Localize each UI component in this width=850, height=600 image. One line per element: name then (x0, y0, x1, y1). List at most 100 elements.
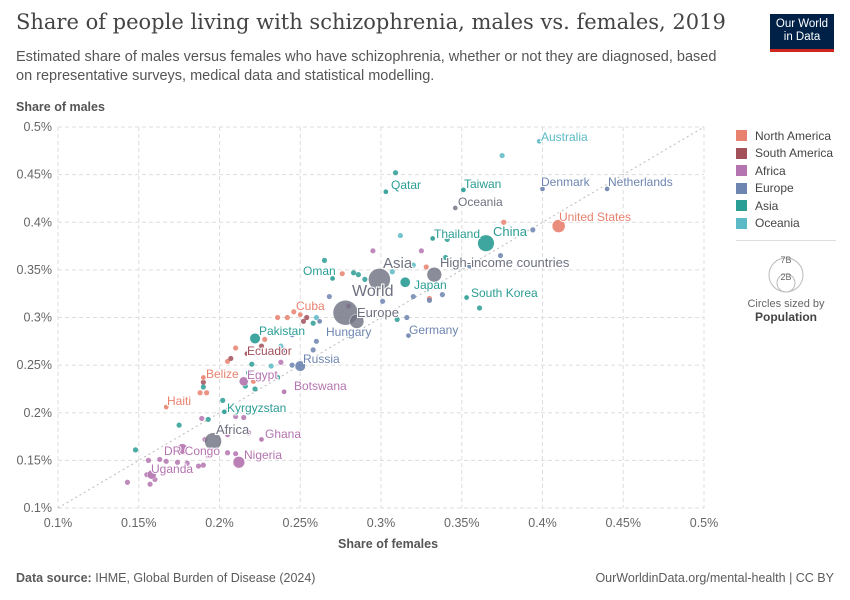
data-point-belize (200, 374, 207, 381)
data-point-hungary (316, 318, 323, 325)
source-text: IHME, Global Burden of Disease (2024) (95, 571, 316, 585)
point-label: Netherlands (608, 175, 673, 189)
data-point (410, 262, 416, 268)
point-label: Taiwan (464, 177, 501, 191)
data-point (289, 332, 295, 338)
point-label: Egypt (247, 368, 278, 382)
data-point (275, 314, 281, 321)
legend-label: North America (755, 128, 832, 143)
x-tick-label: 0.15% (121, 516, 156, 530)
legend-item[interactable]: Europe (736, 180, 833, 198)
point-label: Botswana (294, 379, 347, 393)
legend-swatch (736, 217, 747, 229)
data-point (268, 363, 274, 369)
chart-subtitle: Estimated share of males versus females … (16, 49, 717, 84)
legend-label: Europe (755, 181, 794, 196)
data-point-kyrgyzstan (221, 408, 228, 415)
legend-item[interactable]: North America (736, 127, 833, 145)
data-point-china (477, 234, 495, 252)
owid-logo[interactable]: Our World in Data (770, 14, 834, 52)
data-point (321, 257, 328, 263)
data-point-netherlands (604, 186, 610, 192)
data-point (245, 430, 252, 436)
data-point (233, 451, 239, 457)
legend-item[interactable]: Oceania (736, 215, 833, 233)
data-point (397, 232, 403, 239)
data-point-europe (349, 313, 365, 329)
x-tick-label: 0.1% (44, 516, 73, 530)
point-label: Africa (216, 422, 250, 437)
data-point-oman (329, 275, 336, 282)
color-legend: North America South America Africa Europe As… (736, 127, 833, 232)
y-tick-label: 0.45% (17, 168, 52, 182)
legend-label: Oceania (755, 216, 800, 231)
point-label: Kyrgyzstan (227, 401, 286, 415)
data-point (362, 276, 368, 282)
size-legend: 7B 2B Circles sized by Population (736, 240, 836, 324)
data-point (250, 378, 257, 384)
data-point (163, 466, 169, 472)
legend-item[interactable]: South America (736, 145, 833, 163)
point-label: Pakistan (259, 324, 305, 338)
data-point (205, 453, 211, 459)
x-tick-label: 0.2% (205, 516, 234, 530)
point-label: Hungary (326, 325, 371, 339)
data-point (233, 345, 239, 351)
data-point (467, 263, 473, 269)
data-point-denmark (539, 186, 546, 192)
data-point-qatar (382, 188, 389, 195)
point-label: Belize (206, 367, 239, 381)
data-point-ghana (258, 436, 265, 443)
point-label: Ecuador (247, 344, 292, 358)
data-point (410, 293, 416, 300)
y-tick-label: 0.2% (24, 406, 53, 420)
data-point-germany (405, 332, 412, 339)
x-tick-label: 0.45% (606, 516, 641, 530)
x-tick-label: 0.5% (690, 516, 719, 530)
data-point (300, 318, 307, 324)
x-tick-label: 0.25% (283, 516, 318, 530)
data-point (310, 320, 316, 326)
data-point (224, 432, 231, 438)
data-point (423, 264, 429, 270)
legend-swatch (736, 200, 747, 212)
data-point (184, 460, 190, 466)
source-note: Data source: IHME, Global Burden of Dise… (16, 571, 315, 585)
point-label: High-income countries (440, 255, 570, 270)
data-point (476, 305, 483, 311)
footer-link[interactable]: OurWorldinData.org/mental-health | CC BY (595, 571, 834, 585)
legend-swatch (736, 130, 747, 142)
data-point (233, 413, 239, 420)
point-label: Thailand (434, 227, 480, 241)
data-point (326, 293, 332, 300)
legend-item[interactable]: Africa (736, 162, 833, 180)
data-point (145, 457, 152, 463)
data-point-united-states (551, 219, 566, 233)
data-point (404, 314, 410, 321)
data-point (200, 384, 206, 390)
data-point-taiwan (460, 187, 467, 193)
data-point (497, 252, 504, 259)
data-point (245, 370, 252, 376)
x-tick-label: 0.3% (367, 516, 396, 530)
data-point (530, 227, 536, 233)
data-point-ecuador (244, 350, 250, 357)
data-point (205, 416, 211, 423)
size-legend-variable: Population (755, 310, 817, 324)
data-point (220, 397, 226, 403)
data-point (252, 386, 258, 392)
data-point-uganda (146, 469, 157, 480)
data-point (389, 269, 395, 275)
point-label: Denmark (541, 175, 591, 189)
data-point (394, 316, 400, 323)
data-point (439, 292, 445, 298)
data-point (418, 248, 424, 254)
legend-item[interactable]: Asia (736, 197, 833, 215)
legend-label: South America (755, 146, 834, 161)
point-label: Qatar (391, 178, 421, 192)
data-point (200, 462, 206, 468)
data-point (443, 254, 449, 261)
legend-label: Africa (755, 163, 786, 178)
data-point (258, 343, 265, 349)
